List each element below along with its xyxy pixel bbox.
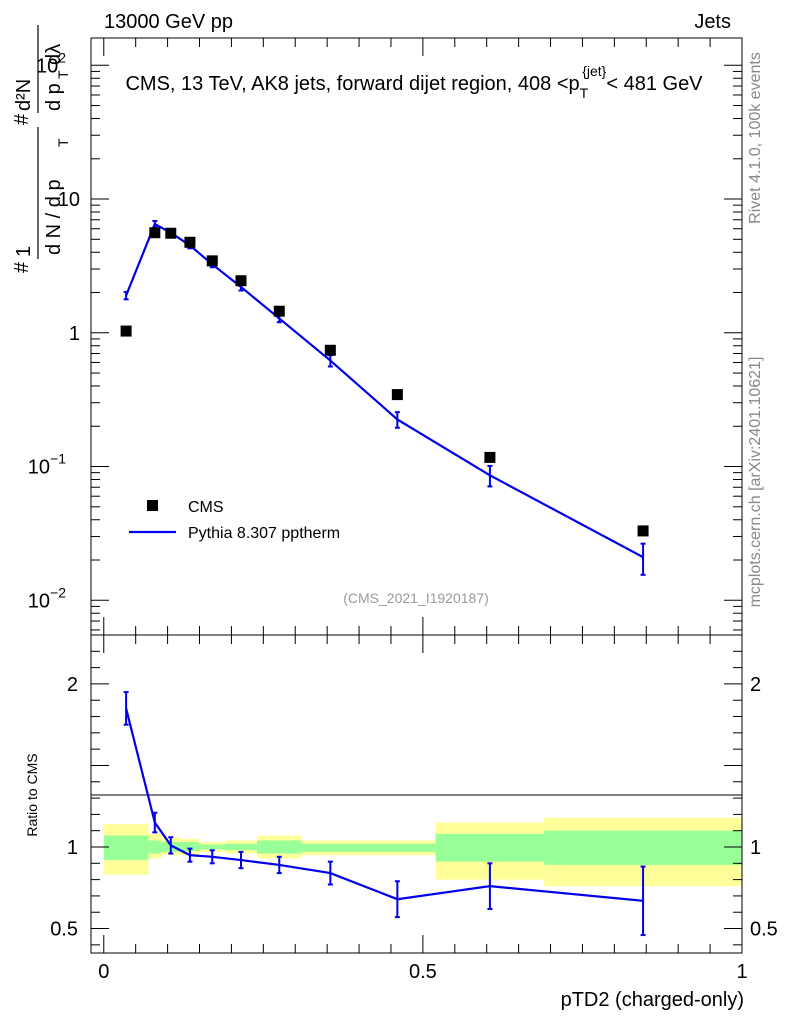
chart-title-post: < 481 GeV: [606, 73, 703, 95]
header-energy-label: 13000 GeV pp: [104, 11, 233, 33]
main-y-tick-label: 1: [69, 323, 80, 345]
ratio-tick-labels: 2 21 10.5 0.50 0.5 1: [50, 674, 778, 983]
cms-data-point: [206, 255, 218, 267]
ratio-uncertainty-bands: [103, 817, 742, 887]
cms-data-point: [235, 275, 247, 287]
ratio-y-tick-label-right: 1: [750, 837, 761, 859]
cms-data-point: [391, 389, 403, 401]
main-y-tick-label: 10−2: [28, 584, 66, 612]
chart-title-pre: CMS, 13 TeV, AK8 jets, forward dijet reg…: [125, 73, 579, 95]
x-tick-label: 1: [736, 961, 747, 983]
ratio-band-green: [103, 835, 149, 861]
cms-data-point: [324, 344, 336, 356]
ylabel-T-2: T: [55, 70, 71, 79]
ratio-band-green: [225, 843, 257, 851]
x-axis-label: pTD2 (charged-only): [561, 989, 744, 1011]
ratio-frame: [90, 634, 743, 954]
x-tick-label: 0.5: [409, 961, 437, 983]
main-series-layer: [120, 220, 649, 576]
main-frame: [90, 37, 743, 636]
main-y-tick-exponent: −1: [50, 451, 66, 467]
main-y-tick-label: 10−1: [28, 451, 66, 479]
ratio-y-tick-label-right: 0.5: [750, 919, 778, 941]
ratio-y-tick-label-left: 2: [67, 674, 78, 696]
chart-title-sub: T: [580, 85, 589, 101]
main-y-tick-label: 102: [36, 49, 66, 77]
main-y-tick-base: 10: [28, 457, 50, 479]
main-y-tick-label: 10: [58, 189, 80, 211]
analysis-watermark: (CMS_2021_I1920187): [343, 590, 489, 606]
cms-data-point: [184, 236, 196, 248]
ratio-panel: 2 21 10.5 0.50 0.5 1 Ratio to CMS pTD2 (charg…: [24, 634, 778, 1011]
ratio-axis-ticks: [91, 635, 743, 953]
ratio-y-tick-label-left: 1: [67, 837, 78, 859]
mcplots-credit-label: mcplots.cern.ch [arXiv:2401.10621]: [747, 357, 764, 608]
ylabel-d2N: d²N: [13, 79, 35, 111]
ratio-y-tick-label-left: 0.5: [50, 919, 78, 941]
ylabel-one: 1: [13, 246, 35, 257]
ylabel-dN: d N / d p: [43, 179, 65, 255]
ratio-y-axis-label: Ratio to CMS: [24, 753, 40, 836]
ylabel-dp: d p: [43, 83, 65, 111]
cms-data-point: [637, 525, 649, 537]
ratio-band-green: [301, 843, 360, 852]
ratio-band-green: [199, 844, 226, 850]
ratio-band-green: [180, 842, 200, 852]
ratio-band-green: [148, 840, 162, 854]
legend-cms-marker: [147, 500, 158, 511]
ylabel-dl: dλ: [43, 44, 65, 65]
x-tick-label: 0: [98, 961, 109, 983]
ratio-band-green: [256, 840, 302, 854]
ratio-band-green: [359, 843, 436, 852]
rivet-version-label: Rivet 4.1.0, 100k events: [747, 52, 764, 224]
header-jets-label: Jets: [694, 11, 731, 33]
ratio-band-green: [435, 833, 545, 862]
main-y-axis-label: # 1 d N / d p T # d²N d p T dλ: [11, 25, 71, 273]
legend: CMS Pythia 8.307 pptherm: [129, 499, 340, 542]
cms-data-point: [273, 305, 285, 317]
chart-title: CMS, 13 TeV, AK8 jets, forward dijet reg…: [125, 63, 703, 101]
cms-data-point: [484, 451, 496, 463]
legend-cms-label: CMS: [188, 499, 224, 516]
ratio-y-tick-label-right: 2: [750, 674, 761, 696]
cms-data-point: [120, 325, 132, 337]
chart-title-sup: {jet}: [582, 63, 606, 79]
ratio-band-green: [544, 830, 742, 865]
main-y-tick-exponent: −2: [50, 584, 66, 600]
main-y-tick-exponent: 2: [58, 49, 66, 65]
ratio-series-layer: [123, 691, 646, 937]
cms-data-point: [165, 227, 177, 239]
legend-pythia-label: Pythia 8.307 pptherm: [188, 525, 340, 542]
ylabel-hash-2: #: [11, 113, 33, 125]
ylabel-hash-1: #: [11, 261, 33, 273]
main-axis-ticks: [91, 38, 743, 635]
cms-data-point: [149, 227, 161, 239]
main-y-tick-base: 10: [28, 590, 50, 612]
main-y-tick-base: 10: [36, 55, 58, 77]
ylabel-T-1: T: [55, 138, 71, 147]
